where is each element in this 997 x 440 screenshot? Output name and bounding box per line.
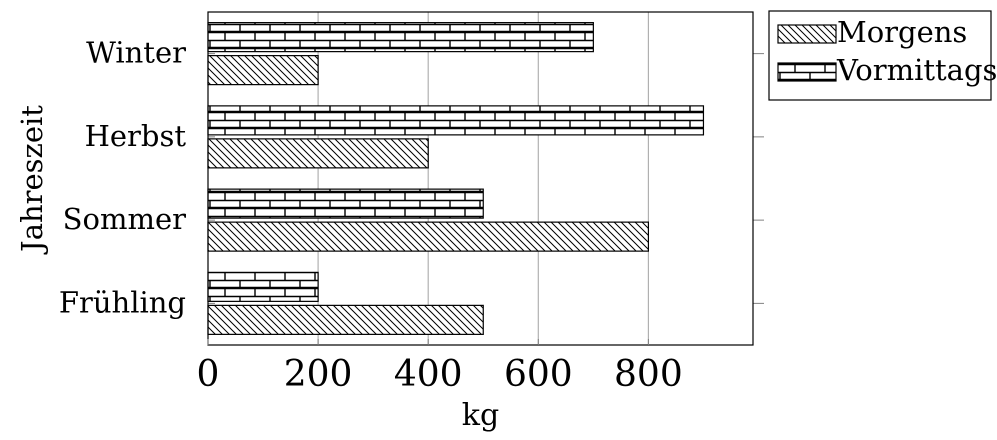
bar-morgens-3 xyxy=(207,55,319,86)
ytick-label-3: Winter xyxy=(86,36,186,70)
legend-swatch-0 xyxy=(777,24,837,44)
bar-morgens-1 xyxy=(207,221,650,252)
bar-vormittags-2 xyxy=(207,105,705,136)
legend-swatch-1 xyxy=(777,62,837,82)
bar-vormittags-0 xyxy=(207,271,319,302)
bar-morgens-2 xyxy=(207,138,429,169)
ytick-label-0: Frühling xyxy=(59,285,186,319)
legend-label-0: Morgens xyxy=(837,15,967,49)
ytick-label-1: Sommer xyxy=(63,202,186,236)
legend-box xyxy=(768,10,992,101)
xtick-label-2: 400 xyxy=(394,354,463,395)
y-axis-title: Jahreszeit xyxy=(15,105,49,255)
ytick-label-2: Herbst xyxy=(85,119,187,153)
xtick-label-3: 600 xyxy=(504,354,573,395)
bar-vormittags-1 xyxy=(207,188,484,219)
legend-label-1: Vormittags xyxy=(836,53,997,87)
xtick-label-1: 200 xyxy=(284,354,353,395)
bar-morgens-0 xyxy=(207,304,484,335)
x-axis-title: kg xyxy=(462,398,499,433)
xtick-label-0: 0 xyxy=(197,354,220,395)
xtick-label-4: 800 xyxy=(614,354,683,395)
bar-vormittags-3 xyxy=(207,22,594,53)
plot-frame xyxy=(207,11,754,346)
